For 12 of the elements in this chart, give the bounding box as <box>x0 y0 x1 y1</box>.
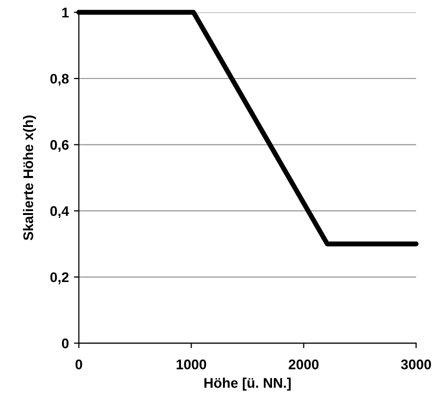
y-tick-label: 0 <box>62 338 69 348</box>
y-tick-label: 1 <box>62 8 69 18</box>
y-axis-title: Skalierte Höhe x(h) <box>22 116 36 240</box>
x-tick-label: 2000 <box>288 360 319 370</box>
y-tick-label: 0,2 <box>50 272 69 284</box>
y-tick-label: 0,6 <box>50 140 69 152</box>
y-tick-label: 0,4 <box>50 206 70 218</box>
y-tick-label: 0,8 <box>50 74 69 86</box>
x-tick-label: 0 <box>76 360 82 370</box>
x-tick-label: 3000 <box>400 360 431 370</box>
x-axis-title: Höhe [ü. NN.] <box>204 378 291 391</box>
x-tick-label: 1000 <box>176 360 206 370</box>
